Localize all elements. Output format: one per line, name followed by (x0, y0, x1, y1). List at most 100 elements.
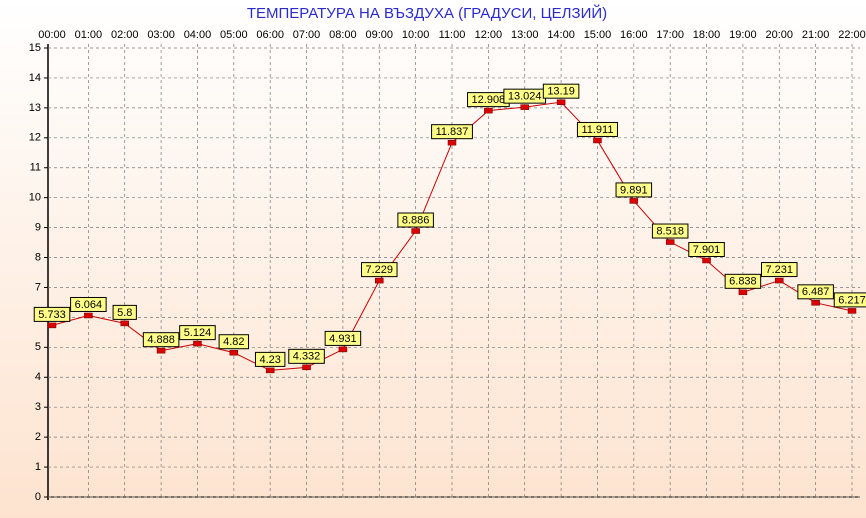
y-tick-label: 11 (30, 162, 41, 174)
value-label-box (688, 241, 725, 257)
x-tick-label: 03:00 (147, 29, 175, 41)
y-tick-label: 9 (35, 222, 41, 234)
value-label: 6.838 (729, 276, 757, 288)
marker (738, 289, 748, 296)
value-label-box (431, 124, 473, 140)
x-tick-label: 05:00 (220, 29, 248, 41)
value-label-box (797, 284, 834, 300)
x-tick-label: 21:00 (802, 29, 830, 41)
value-label: 6.064 (75, 299, 103, 311)
value-label-box (324, 330, 362, 346)
x-tick-label: 08:00 (329, 29, 357, 41)
marker (120, 320, 129, 327)
marker (84, 312, 93, 319)
x-tick-label: 14:00 (547, 29, 575, 41)
y-tick-label: 5 (35, 341, 41, 353)
marker (265, 367, 275, 374)
marker (665, 239, 675, 245)
marker (156, 347, 166, 354)
x-tick-label: 04:00 (184, 29, 212, 41)
marker (847, 308, 857, 314)
y-tick-label: 14 (29, 72, 41, 84)
value-label: 5.8 (117, 307, 132, 319)
y-tick-label: 12 (29, 132, 41, 144)
marker (302, 364, 311, 371)
x-tick-label: 06:00 (256, 29, 284, 41)
x-tick-label: 10:00 (402, 29, 430, 41)
x-tick-label: 16:00 (620, 29, 648, 41)
x-tick-label: 17:00 (656, 29, 684, 41)
value-label: 4.82 (223, 336, 244, 348)
value-label-box (33, 306, 71, 322)
value-label-box (542, 83, 580, 99)
value-label-box (254, 351, 286, 367)
marker (447, 139, 457, 146)
y-tick-label: 10 (29, 192, 41, 204)
y-tick-label: 8 (35, 251, 41, 263)
value-label-box (615, 182, 653, 198)
value-label: 7.229 (366, 264, 394, 276)
x-tick-label: 19:00 (729, 29, 757, 41)
chart-title: ТЕМПЕРАТУРА НА ВЪЗДУХА (ГРАДУСИ, ЦЕЛЗИЙ) (247, 4, 607, 22)
marker (556, 99, 566, 105)
value-label: 4.888 (147, 334, 175, 346)
x-tick-label: 00:00 (38, 29, 66, 41)
x-tick-label: 22:00 (838, 29, 866, 41)
value-label: 9.891 (620, 184, 648, 196)
marker (411, 228, 420, 234)
value-label: 5.733 (38, 309, 66, 321)
x-tick-label: 01:00 (75, 29, 103, 41)
marker (484, 107, 493, 114)
value-label: 7.901 (693, 244, 721, 256)
value-label: 11.911 (581, 124, 613, 136)
value-label: 7.231 (766, 264, 794, 276)
marker (47, 322, 57, 329)
value-label-box (576, 121, 618, 137)
value-label: 8.518 (656, 225, 684, 237)
marker (775, 277, 784, 284)
x-tick-label: 13:00 (511, 29, 539, 41)
marker (593, 137, 602, 144)
value-label-box (761, 262, 798, 278)
marker (375, 277, 384, 284)
y-tick-label: 4 (35, 371, 41, 383)
x-tick-label: 20:00 (766, 29, 794, 41)
x-tick-label: 15:00 (584, 29, 612, 41)
value-label: 5.124 (184, 327, 212, 339)
value-label-box (218, 334, 250, 350)
y-tick-label: 7 (35, 281, 41, 293)
value-label-box (179, 325, 216, 341)
marker (811, 300, 820, 306)
value-label-box (397, 212, 434, 228)
marker (338, 346, 348, 353)
value-label: 12.908 (472, 94, 506, 106)
x-tick-label: 18:00 (693, 29, 721, 41)
value-label-box (724, 273, 762, 289)
value-label: 4.332 (293, 351, 321, 363)
value-label: 4.23 (259, 354, 280, 366)
y-tick-label: 0 (35, 491, 41, 503)
x-tick-label: 07:00 (293, 29, 321, 41)
x-tick-label: 12:00 (475, 29, 503, 41)
value-label: 4.931 (329, 333, 357, 345)
value-label-box (651, 223, 689, 239)
value-label-box (112, 304, 137, 320)
y-tick-label: 13 (29, 102, 41, 114)
marker (193, 340, 202, 347)
marker (702, 257, 711, 264)
value-label-box (833, 292, 866, 308)
y-tick-label: 15 (29, 42, 41, 54)
value-label-box (142, 332, 180, 348)
x-tick-label: 09:00 (366, 29, 394, 41)
marker (629, 198, 639, 204)
marker (229, 349, 239, 356)
value-label: 13.19 (547, 86, 575, 98)
value-label-box (361, 262, 398, 278)
x-tick-label: 11:00 (439, 29, 466, 41)
value-label: 11.837 (436, 126, 469, 138)
y-tick-label: 3 (35, 401, 41, 413)
value-label-box (70, 296, 107, 312)
value-label: 6.487 (802, 286, 830, 298)
y-tick-label: 2 (35, 431, 41, 443)
